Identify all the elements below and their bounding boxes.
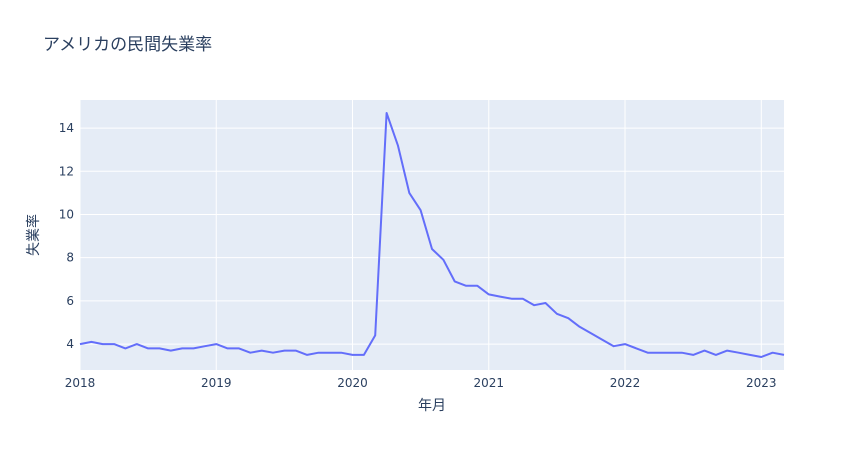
x-gridlines	[79, 100, 762, 370]
y-tick-label: 8	[66, 251, 74, 265]
y-tick-label: 14	[59, 121, 74, 135]
plot-area	[80, 100, 784, 370]
series-line	[79, 112, 785, 358]
y-gridlines	[80, 127, 784, 345]
y-tick-labels: 4 6 8 10 12 14	[59, 121, 74, 351]
x-tick-label: 2022	[610, 376, 641, 390]
y-axis-title: 失業率	[25, 214, 42, 256]
y-tick-label: 10	[59, 207, 74, 221]
x-tick-label: 2023	[746, 376, 777, 390]
x-tick-label: 2018	[65, 376, 96, 390]
x-axis-title: 年月	[418, 398, 446, 414]
x-tick-labels: 2018 2019 2020 2021 2022 2023	[65, 376, 777, 390]
x-tick-label: 2020	[337, 376, 368, 390]
x-tick-label: 2019	[201, 376, 232, 390]
y-tick-label: 4	[66, 337, 74, 351]
y-tick-label: 12	[59, 164, 74, 178]
y-tick-label: 6	[66, 294, 74, 308]
x-tick-label: 2021	[474, 376, 505, 390]
chart-title: アメリカの民間失業率	[43, 35, 212, 55]
